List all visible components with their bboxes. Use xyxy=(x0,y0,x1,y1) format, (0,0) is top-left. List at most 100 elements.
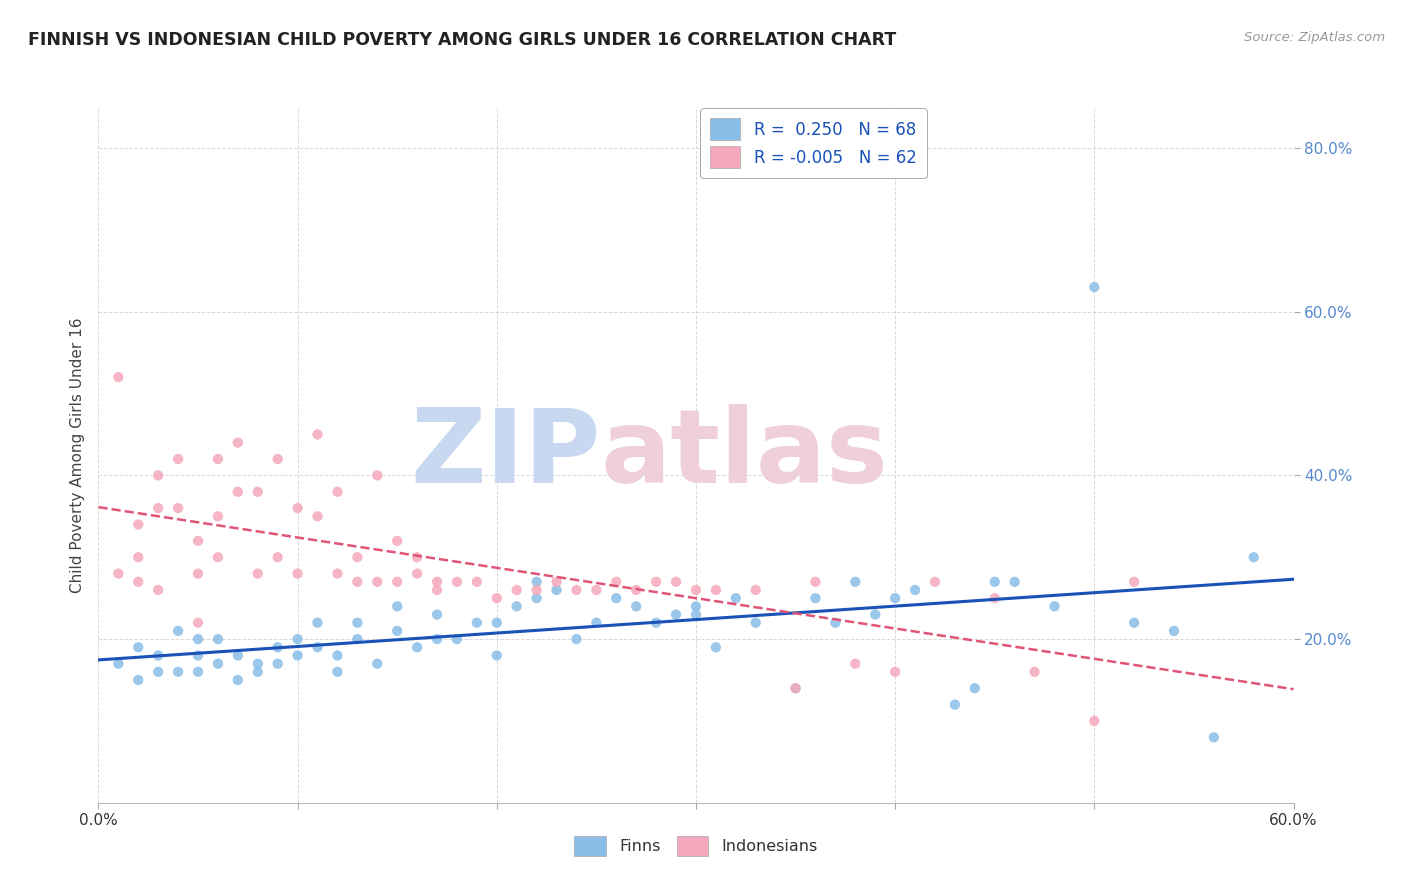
Point xyxy=(1163,624,1185,638)
Point xyxy=(465,574,488,589)
Point xyxy=(346,574,368,589)
Point xyxy=(426,574,449,589)
Point xyxy=(107,657,129,671)
Point xyxy=(626,582,648,597)
Point xyxy=(1004,574,1026,589)
Point xyxy=(226,648,249,663)
Point xyxy=(844,657,866,671)
Point xyxy=(565,632,588,646)
Point xyxy=(267,657,290,671)
Point xyxy=(246,657,269,671)
Point xyxy=(685,599,707,614)
Point xyxy=(526,582,548,597)
Point xyxy=(506,582,529,597)
Point xyxy=(287,566,309,581)
Point xyxy=(307,615,329,630)
Point xyxy=(406,566,429,581)
Text: Source: ZipAtlas.com: Source: ZipAtlas.com xyxy=(1244,31,1385,45)
Point xyxy=(267,452,290,467)
Point xyxy=(287,648,309,663)
Point xyxy=(207,550,229,565)
Point xyxy=(246,566,269,581)
Point xyxy=(626,599,648,614)
Point xyxy=(187,615,209,630)
Point xyxy=(207,452,229,467)
Point xyxy=(385,574,409,589)
Point xyxy=(865,607,887,622)
Point xyxy=(267,640,290,655)
Point xyxy=(963,681,986,696)
Point xyxy=(366,574,388,589)
Point xyxy=(246,484,269,499)
Text: ZIP: ZIP xyxy=(411,404,600,506)
Point xyxy=(605,574,627,589)
Point xyxy=(167,501,190,516)
Point xyxy=(346,615,368,630)
Point xyxy=(785,681,807,696)
Point xyxy=(127,673,149,687)
Point xyxy=(406,550,429,565)
Point xyxy=(148,501,170,516)
Point xyxy=(485,648,508,663)
Point xyxy=(1024,665,1046,679)
Point xyxy=(485,591,508,606)
Point xyxy=(148,582,170,597)
Point xyxy=(346,550,368,565)
Point xyxy=(326,665,349,679)
Point xyxy=(287,632,309,646)
Point xyxy=(167,452,190,467)
Point xyxy=(804,574,827,589)
Point xyxy=(267,550,290,565)
Point xyxy=(546,574,568,589)
Point xyxy=(127,640,149,655)
Point xyxy=(485,615,508,630)
Point xyxy=(167,624,190,638)
Point xyxy=(605,591,627,606)
Point xyxy=(924,574,946,589)
Point xyxy=(526,591,548,606)
Point xyxy=(426,607,449,622)
Point xyxy=(148,468,170,483)
Point xyxy=(565,582,588,597)
Text: atlas: atlas xyxy=(600,404,889,506)
Point xyxy=(207,632,229,646)
Point xyxy=(446,574,468,589)
Point xyxy=(187,632,209,646)
Point xyxy=(207,509,229,524)
Point xyxy=(526,574,548,589)
Point xyxy=(326,484,349,499)
Point xyxy=(326,648,349,663)
Point xyxy=(1083,714,1105,728)
Point xyxy=(127,517,149,532)
Point xyxy=(984,574,1007,589)
Point xyxy=(127,574,149,589)
Point xyxy=(127,550,149,565)
Point xyxy=(385,624,409,638)
Point xyxy=(804,591,827,606)
Point xyxy=(366,468,388,483)
Y-axis label: Child Poverty Among Girls Under 16: Child Poverty Among Girls Under 16 xyxy=(69,318,84,592)
Point xyxy=(785,681,807,696)
Point xyxy=(665,607,688,622)
Point xyxy=(226,484,249,499)
Text: FINNISH VS INDONESIAN CHILD POVERTY AMONG GIRLS UNDER 16 CORRELATION CHART: FINNISH VS INDONESIAN CHILD POVERTY AMON… xyxy=(28,31,897,49)
Point xyxy=(187,566,209,581)
Point xyxy=(187,665,209,679)
Point xyxy=(1202,731,1225,745)
Point xyxy=(187,648,209,663)
Point xyxy=(366,657,388,671)
Point xyxy=(585,615,607,630)
Point xyxy=(148,648,170,663)
Point xyxy=(307,640,329,655)
Point xyxy=(226,435,249,450)
Point xyxy=(1123,574,1146,589)
Point xyxy=(346,632,368,646)
Point xyxy=(665,574,688,589)
Point xyxy=(287,501,309,516)
Point xyxy=(506,599,529,614)
Point xyxy=(307,427,329,442)
Point xyxy=(585,582,607,597)
Point xyxy=(167,665,190,679)
Point xyxy=(426,632,449,646)
Point xyxy=(406,640,429,655)
